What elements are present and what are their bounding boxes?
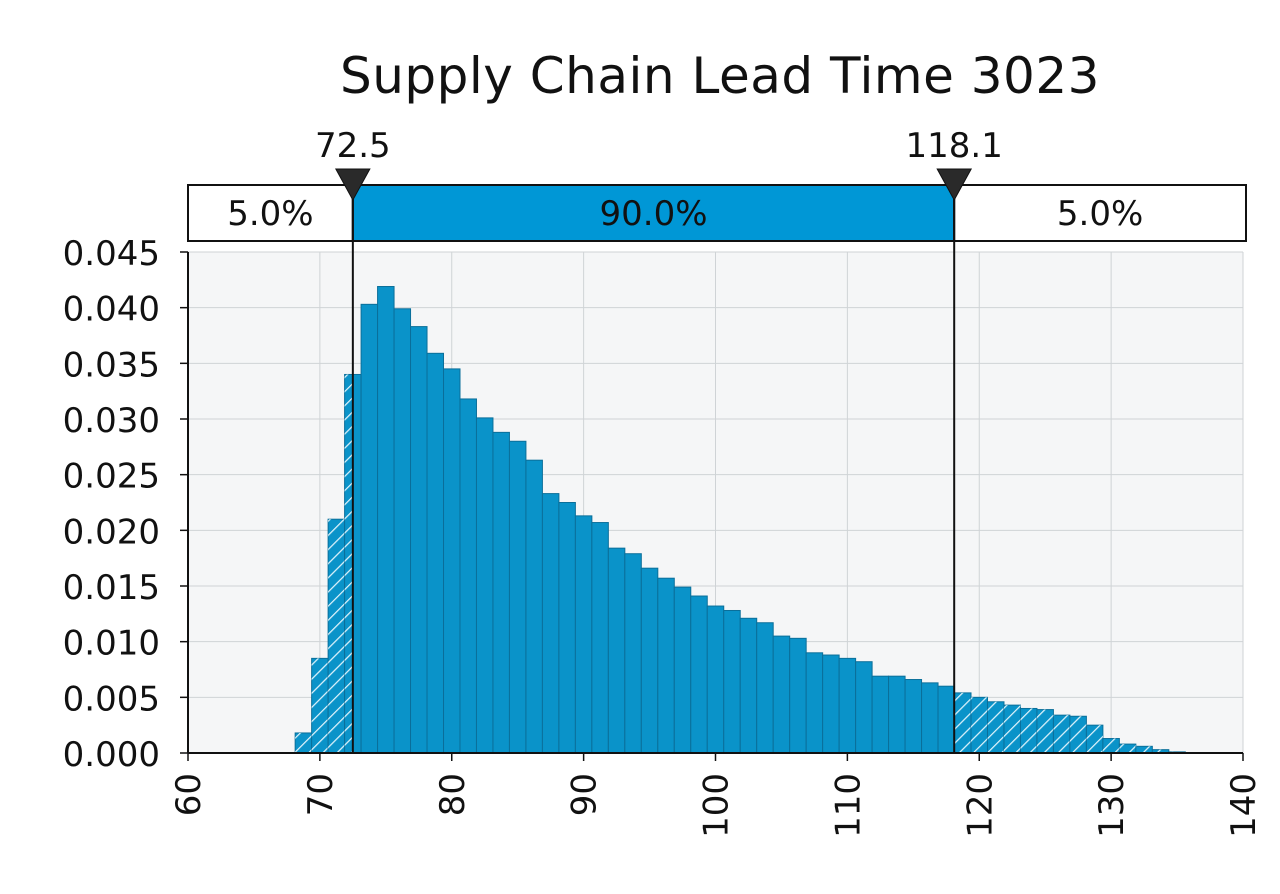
tail-hatch-right	[971, 697, 988, 753]
tail-hatch-right	[1119, 744, 1136, 753]
y-tick-label: 0.030	[63, 401, 160, 441]
upper-delimiter-handle	[936, 168, 973, 202]
histogram-bar	[426, 352, 445, 754]
histogram-bar	[657, 577, 675, 754]
band-region-label: 90.0%	[600, 194, 708, 234]
x-tick-label: 90	[565, 773, 605, 816]
histogram-bar	[921, 682, 939, 754]
histogram-bar	[838, 657, 857, 754]
tail-hatch-right	[1020, 708, 1037, 753]
x-tick-label: 60	[169, 773, 209, 816]
tail-hatch-left	[295, 732, 312, 753]
histogram-bar	[739, 617, 758, 754]
y-tick-label: 0.035	[63, 345, 160, 385]
histogram-bar	[772, 635, 791, 754]
tail-hatch-right	[1086, 725, 1103, 753]
tail-hatch-right	[1135, 746, 1153, 753]
upper-delimiter-label: 118.1	[906, 126, 1003, 166]
x-tick-label: 70	[301, 773, 341, 816]
y-tick-label: 0.040	[63, 290, 160, 330]
histogram-bar	[591, 522, 609, 754]
histogram-bar	[871, 675, 890, 754]
histogram-bar	[855, 661, 873, 754]
lower-delimiter-handle	[334, 168, 371, 202]
band-left-region	[187, 184, 354, 242]
band-region-label: 5.0%	[227, 194, 313, 234]
histogram-bar	[607, 547, 626, 754]
histogram-bar	[690, 595, 708, 754]
x-tick-label: 80	[433, 773, 473, 816]
histogram-bar	[443, 368, 461, 754]
band-region-label: 5.0%	[1057, 194, 1143, 234]
x-tick-label: 100	[697, 773, 737, 838]
tail-hatch-right	[1036, 709, 1054, 753]
y-tick-label: 0.005	[63, 679, 160, 719]
y-tick-label: 0.015	[63, 568, 160, 608]
tail-hatch-right	[1003, 705, 1021, 753]
histogram-bar	[937, 685, 956, 754]
histogram-bar	[558, 502, 576, 754]
tail-hatch-right	[987, 701, 1004, 753]
tail-hatch-right	[954, 692, 972, 753]
tail-hatch-right	[1152, 749, 1169, 753]
histogram-bar	[508, 440, 527, 754]
histogram-bar	[377, 286, 395, 754]
histogram-bar	[459, 398, 477, 754]
tail-hatch-left	[328, 519, 345, 753]
tail-hatch-right	[1102, 738, 1120, 753]
y-tick-label: 0.010	[63, 624, 160, 664]
histogram-bar	[393, 308, 412, 754]
histogram-bar	[706, 605, 725, 754]
histogram-bar	[640, 567, 659, 754]
tail-hatch-right	[1069, 716, 1087, 753]
histogram-bar	[541, 493, 560, 754]
histogram-bar	[888, 675, 906, 754]
histogram-bar	[360, 303, 379, 754]
lower-delimiter-label: 72.5	[315, 126, 391, 166]
tail-hatch-right	[1053, 715, 1070, 753]
histogram-bar	[805, 652, 824, 754]
histogram-bar	[624, 553, 642, 754]
tail-hatch-left	[311, 658, 329, 753]
tail-hatch-left	[344, 374, 353, 753]
x-tick-label: 120	[960, 773, 1000, 838]
histogram-bar	[723, 609, 741, 754]
histogram-bar	[789, 637, 807, 754]
y-tick-label: 0.045	[63, 234, 160, 274]
histogram-bar	[673, 586, 692, 754]
histogram-bar	[525, 459, 543, 754]
x-tick-label: 140	[1224, 773, 1264, 838]
band-right-region	[953, 184, 1247, 242]
y-tick-label: 0.025	[63, 457, 160, 497]
histogram-bar	[475, 417, 494, 754]
y-tick-label: 0.020	[63, 512, 160, 552]
histogram-bar	[822, 654, 840, 754]
y-tick-label: 0.000	[63, 735, 160, 775]
chart-title: Supply Chain Lead Time 3023	[339, 47, 1100, 105]
histogram-bar	[904, 679, 923, 754]
histogram-bar	[756, 622, 774, 754]
histogram-bar	[574, 515, 593, 754]
x-tick-label: 130	[1092, 773, 1132, 838]
histogram-bar	[492, 431, 510, 754]
x-tick-label: 110	[828, 773, 868, 838]
histogram-bar	[410, 326, 428, 754]
